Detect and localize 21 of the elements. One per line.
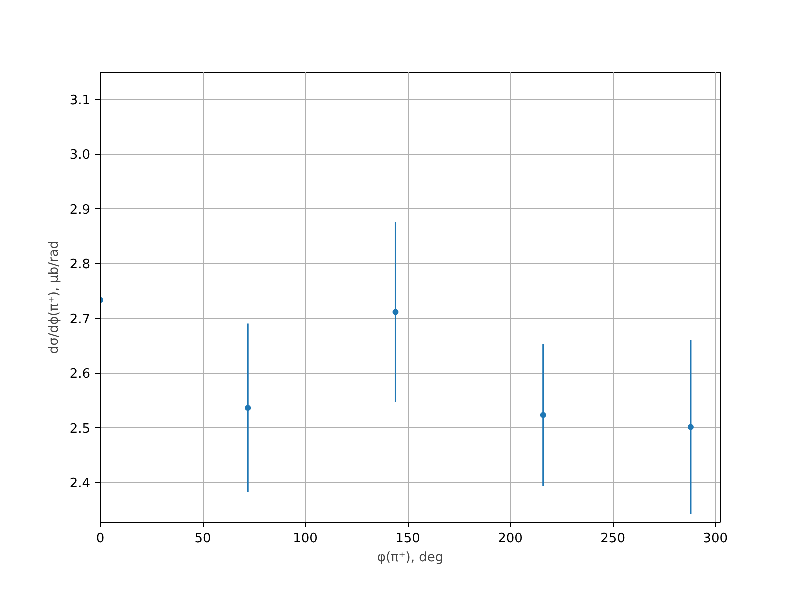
- y-tick-label: 3.0: [70, 148, 91, 164]
- point: [392, 309, 399, 316]
- x-tick-label: 200: [498, 532, 523, 546]
- x-tick-label: 50: [194, 532, 212, 546]
- y-axis-title: dσ/dϕ(π⁺), μb/rad: [46, 240, 62, 354]
- y-tick-label: 2.5: [70, 422, 91, 437]
- y-tick-label: 2.7: [70, 312, 91, 328]
- y-tick-label: 3.1: [70, 93, 91, 108]
- x-tick-label: 250: [600, 532, 626, 546]
- x-tick-label: 100: [293, 532, 318, 546]
- y-tick-label: 2.9: [70, 202, 91, 218]
- x-tick-label: 300: [703, 532, 728, 546]
- y-tick-label: 2.8: [70, 258, 91, 273]
- x-tick-label: 0: [96, 532, 105, 546]
- x-tick-label: 150: [396, 532, 420, 546]
- y-tick-label: 2.6: [70, 367, 91, 382]
- point: [540, 412, 546, 418]
- point: [245, 405, 252, 412]
- y-tick-label: 2.4: [70, 476, 91, 492]
- x-axis-title: φ(π⁺), deg: [377, 550, 444, 566]
- point: [688, 424, 694, 430]
